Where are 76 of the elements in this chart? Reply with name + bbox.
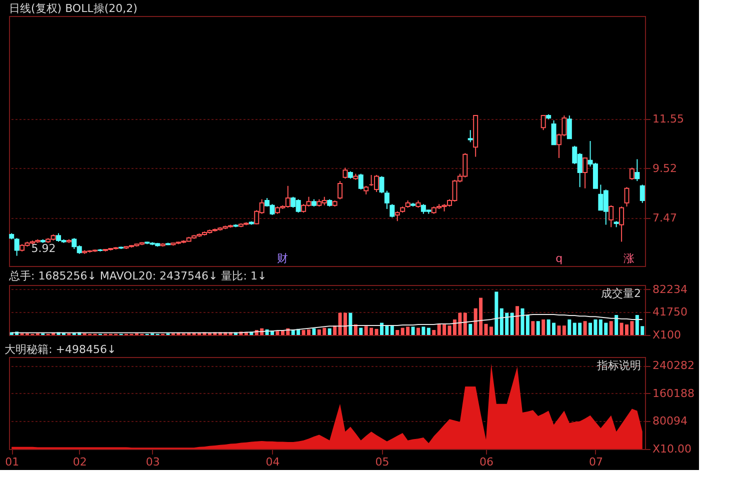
candlestick [540,115,546,131]
bar [411,326,415,335]
bar [510,312,514,335]
bar [432,330,436,335]
candlestick [390,204,395,218]
candlestick [551,120,556,146]
bar [463,312,467,335]
bar [390,326,394,335]
candlestick [338,180,343,200]
y-tick-label: 9.52 [652,162,677,175]
chart-title: 总手: 1685256↓ MAVOL20: 2437546↓ 量比: 1↓ [8,269,267,282]
y-tick-label: 240282 [652,359,694,372]
candlestick [14,238,20,256]
y-tick-label: 82234 [652,282,688,296]
x-tick-label: 02 [72,456,87,468]
candlestick [379,176,384,194]
y-tick-label: 160188 [652,386,694,400]
bar [609,321,613,335]
candlestick [640,184,645,204]
annotation: 5.92 [31,242,56,255]
y-tick-label: 11.55 [652,112,684,126]
bar [354,324,358,335]
candlestick [342,167,348,180]
x-tick-label: 05 [375,456,390,468]
candlestick [608,204,614,228]
bar [557,326,561,335]
bar [583,321,587,335]
x-tick-label: 06 [480,456,494,468]
candlestick [624,186,630,208]
candlestick [619,206,624,242]
candlestick [394,210,400,222]
bar [416,328,420,335]
bar [374,328,378,335]
bar [422,326,426,335]
bar [328,328,332,335]
candlestick [468,130,473,143]
bar [520,308,524,335]
bar [568,319,572,335]
bar [536,321,540,335]
candlestick [629,167,634,180]
bar [468,324,472,335]
chart-title: 大明秘籍: +498456↓ [4,343,116,356]
y-tick-label: X10.00 [652,442,692,456]
annotation: q [556,252,563,265]
bar [348,312,352,335]
bar [494,292,498,335]
annotation: 成交量2 [601,287,641,300]
candlestick [566,115,572,140]
bar [359,328,363,335]
bar [562,326,566,335]
annotation: 财 [276,252,288,265]
line-series [11,314,643,334]
chart-title: 日线(复权) BOLL操(20,2) [9,2,138,15]
bar [312,328,316,335]
candlestick [384,190,390,210]
annotation: 涨 [624,252,635,265]
bar [542,319,546,335]
y-tick-label: X100 [652,328,682,342]
annotation: 指标说明 [596,359,641,372]
x-tick-label: 01 [5,456,20,468]
candlestick [358,173,364,190]
bar [426,328,430,335]
candlestick [582,157,588,189]
y-tick-label: 80094 [652,414,688,428]
x-tick-label: 07 [588,456,603,468]
candlestick [634,158,640,182]
bar [531,321,535,335]
x-tick-label: 04 [266,456,280,468]
bar [396,330,400,335]
bar [614,315,618,335]
x-tick-label: 03 [146,456,160,468]
bar [516,306,520,335]
y-tick-label: 41750 [652,305,688,318]
y-tick-label: 7.47 [652,212,677,225]
bar [526,315,530,335]
bar [276,331,280,335]
